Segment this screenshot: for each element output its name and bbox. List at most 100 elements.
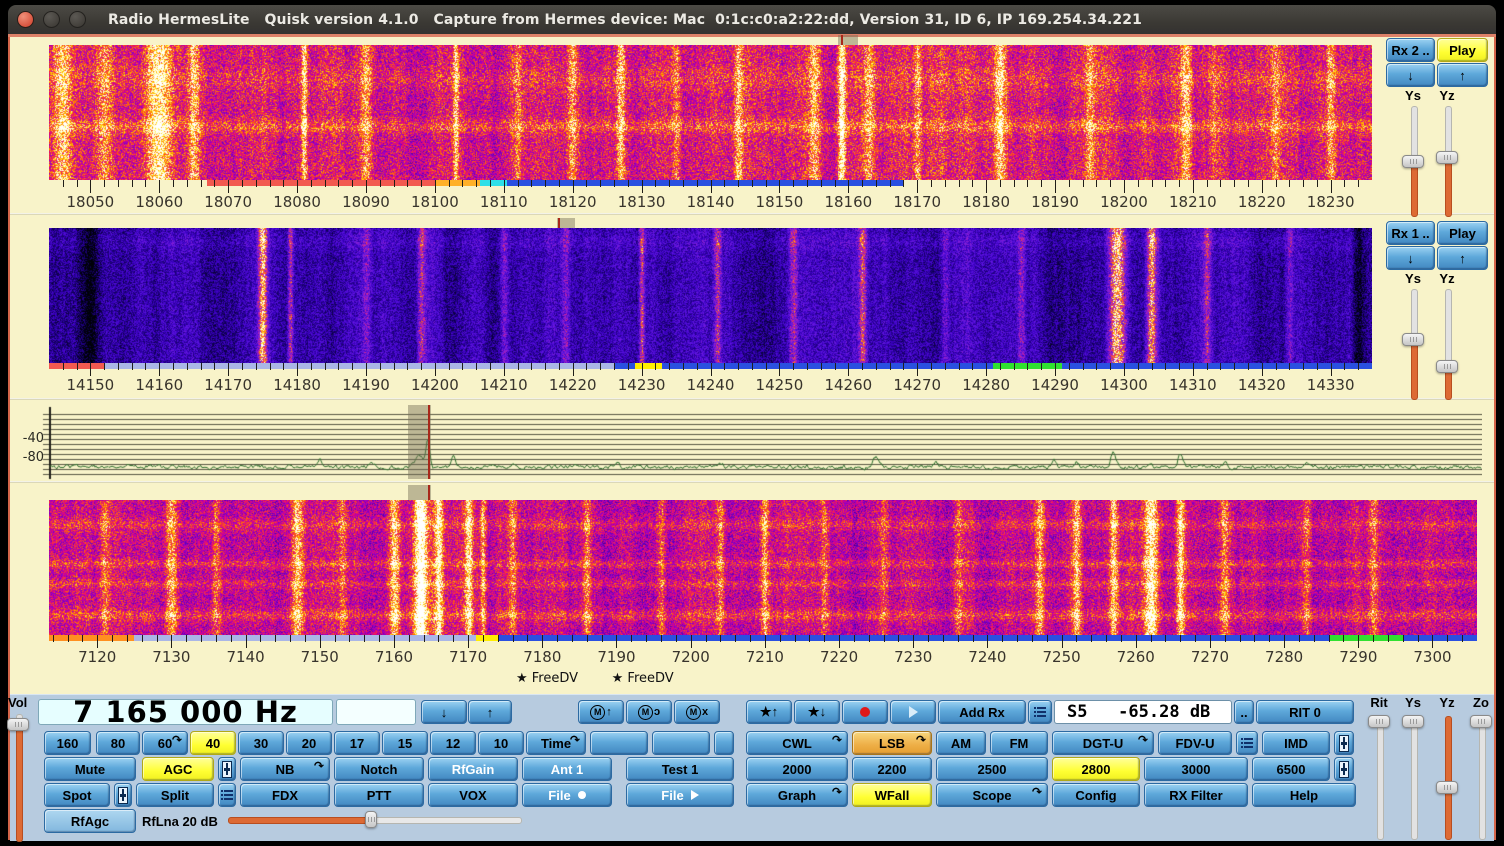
pane-separator-2[interactable] xyxy=(10,481,1494,483)
ys-slider-group-1-handle[interactable] xyxy=(1402,333,1424,347)
scope-button[interactable]: Scope ↷ xyxy=(936,783,1048,807)
tuning-line-17m[interactable] xyxy=(840,35,843,45)
frequency-scale-20m[interactable]: 14150 14160 14170 14180 14190 14200 14210 14220… xyxy=(49,363,1372,394)
band-10-button[interactable]: 10 xyxy=(478,731,524,755)
rit-slider-handle[interactable] xyxy=(1368,714,1390,728)
play-button-group-0[interactable]: Play xyxy=(1437,38,1488,62)
filter-2500-button[interactable]: 2500 xyxy=(936,757,1048,781)
shift-up-button-group-1[interactable]: ↑ xyxy=(1437,246,1488,270)
band-blank-button-1[interactable] xyxy=(590,731,648,755)
pane-separator-0[interactable] xyxy=(10,213,1494,215)
band-60-button[interactable]: 60 ↷ xyxy=(142,731,188,755)
window-minimize-button[interactable] xyxy=(43,11,60,28)
memory-save-button[interactable]: M ↑ xyxy=(578,700,624,724)
test1-button[interactable]: Test 1 xyxy=(626,757,734,781)
rx-select-button-rx-1-..[interactable]: Rx 1 .. xyxy=(1386,221,1435,245)
graph-canvas[interactable] xyxy=(40,403,1482,482)
filter-6500-button[interactable]: 6500 xyxy=(1252,757,1330,781)
vox-button[interactable]: VOX xyxy=(428,783,518,807)
ant1-button[interactable]: Ant 1 xyxy=(522,757,612,781)
rfgain-button[interactable]: RfGain xyxy=(428,757,518,781)
tuning-band-20m[interactable] xyxy=(556,218,576,228)
frequency-scale-40m[interactable]: 7120 7130 7140 7150 7160 7170 7180 7190 7200 7210… xyxy=(49,635,1477,666)
rx-filter-button[interactable]: RX Filter xyxy=(1144,783,1248,807)
smeter-options-button[interactable]: .. xyxy=(1234,700,1254,724)
filter-3000-button[interactable]: 3000 xyxy=(1144,757,1248,781)
volume-slider-handle[interactable] xyxy=(7,718,29,732)
shift-down-button-group-1[interactable]: ↓ xyxy=(1386,246,1435,270)
favorite-add-button[interactable]: ★↑ xyxy=(746,700,792,724)
mute-button[interactable]: Mute xyxy=(44,757,136,781)
waterfall-20m-canvas[interactable] xyxy=(49,228,1372,363)
waterfall-17m-canvas[interactable] xyxy=(49,45,1372,180)
ys-slider-group-0-handle[interactable] xyxy=(1402,154,1424,168)
mode-am-button[interactable]: AM xyxy=(936,731,986,755)
rfagc-button[interactable]: RfAgc xyxy=(44,809,136,833)
mode-list-button[interactable] xyxy=(1236,731,1258,755)
nb-button[interactable]: NB ↷ xyxy=(240,757,330,781)
window-maximize-button[interactable] xyxy=(69,11,86,28)
record-button[interactable] xyxy=(842,700,888,724)
wfall-button[interactable]: WFall xyxy=(852,783,932,807)
band-blank-button-2[interactable] xyxy=(652,731,710,755)
mode-fdvu-button[interactable]: FDV-U xyxy=(1158,731,1232,755)
file-record-button[interactable]: File xyxy=(522,783,612,807)
yz-slider-group-0-handle[interactable] xyxy=(1436,151,1458,165)
filter-2000-button[interactable]: 2000 xyxy=(746,757,848,781)
pane-separator-1[interactable] xyxy=(10,398,1494,400)
band-15-button[interactable]: 15 xyxy=(382,731,428,755)
filter-slider-button[interactable] xyxy=(1334,757,1354,781)
split-button[interactable]: Split xyxy=(136,783,214,807)
mode-cwl-button[interactable]: CWL ↷ xyxy=(746,731,848,755)
shift-down-button-group-0[interactable]: ↓ xyxy=(1386,63,1435,87)
add-rx-button[interactable]: Add Rx xyxy=(938,700,1026,724)
tuning-line-graph[interactable] xyxy=(428,405,431,479)
tuning-line-20m[interactable] xyxy=(558,218,561,228)
filter-2200-button[interactable]: 2200 xyxy=(852,757,932,781)
ys-slider-handle[interactable] xyxy=(1402,714,1424,728)
band-80-button[interactable]: 80 xyxy=(96,731,140,755)
band-blank-button-3[interactable] xyxy=(714,731,734,755)
spot-slider-button[interactable] xyxy=(114,783,132,807)
split-list-button[interactable] xyxy=(218,783,236,807)
config-button[interactable]: Config xyxy=(1052,783,1140,807)
waterfall-40m-canvas[interactable] xyxy=(49,500,1477,635)
file-play-button[interactable]: File xyxy=(626,783,734,807)
tuning-band-graph[interactable] xyxy=(408,405,432,479)
play-button-group-1[interactable]: Play xyxy=(1437,221,1488,245)
yz-slider-handle[interactable] xyxy=(1436,780,1458,794)
help-button[interactable]: Help xyxy=(1252,783,1356,807)
frequency-entry[interactable] xyxy=(336,699,416,725)
frequency-scale-17m[interactable]: 18050 18060 18070 18080 18090 18100 18110 18120… xyxy=(49,180,1372,211)
spot-button[interactable]: Spot xyxy=(44,783,110,807)
band-30-button[interactable]: 30 xyxy=(238,731,284,755)
mode-lsb-button[interactable]: LSB ↷ xyxy=(852,731,932,755)
zo-slider-handle[interactable] xyxy=(1470,714,1492,728)
rx-select-button-rx-2-..[interactable]: Rx 2 .. xyxy=(1386,38,1435,62)
band-17-button[interactable]: 17 xyxy=(334,731,380,755)
playback-button[interactable] xyxy=(890,700,936,724)
agc-slider-button[interactable] xyxy=(218,757,236,781)
band-160-button[interactable]: 160 xyxy=(44,731,91,755)
zo-slider-track[interactable] xyxy=(1478,716,1486,840)
band-up-button[interactable]: ↑ xyxy=(468,700,512,724)
tuning-band-17m[interactable] xyxy=(837,35,858,45)
rx-list-button[interactable] xyxy=(1028,700,1052,724)
fdx-button[interactable]: FDX xyxy=(240,783,330,807)
window-close-button[interactable] xyxy=(17,11,34,28)
band-40-button[interactable]: 40 xyxy=(190,731,236,755)
tuning-line-40m[interactable] xyxy=(428,485,431,500)
yz-slider-group-1-handle[interactable] xyxy=(1436,360,1458,374)
band-time-button[interactable]: Time ↷ xyxy=(526,731,586,755)
band-12-button[interactable]: 12 xyxy=(430,731,476,755)
tuning-band-40m[interactable] xyxy=(408,485,432,500)
mode-dgtu-button[interactable]: DGT-U ↷ xyxy=(1052,731,1154,755)
graph-button[interactable]: Graph ↷ xyxy=(746,783,848,807)
filter-2800-button[interactable]: 2800 xyxy=(1052,757,1140,781)
rit-button[interactable]: RIT 0 xyxy=(1256,700,1354,724)
band-20-button[interactable]: 20 xyxy=(286,731,332,755)
mode-imd-button[interactable]: IMD xyxy=(1262,731,1330,755)
mode-slider-button[interactable] xyxy=(1334,731,1354,755)
band-down-button[interactable]: ↓ xyxy=(421,700,467,724)
